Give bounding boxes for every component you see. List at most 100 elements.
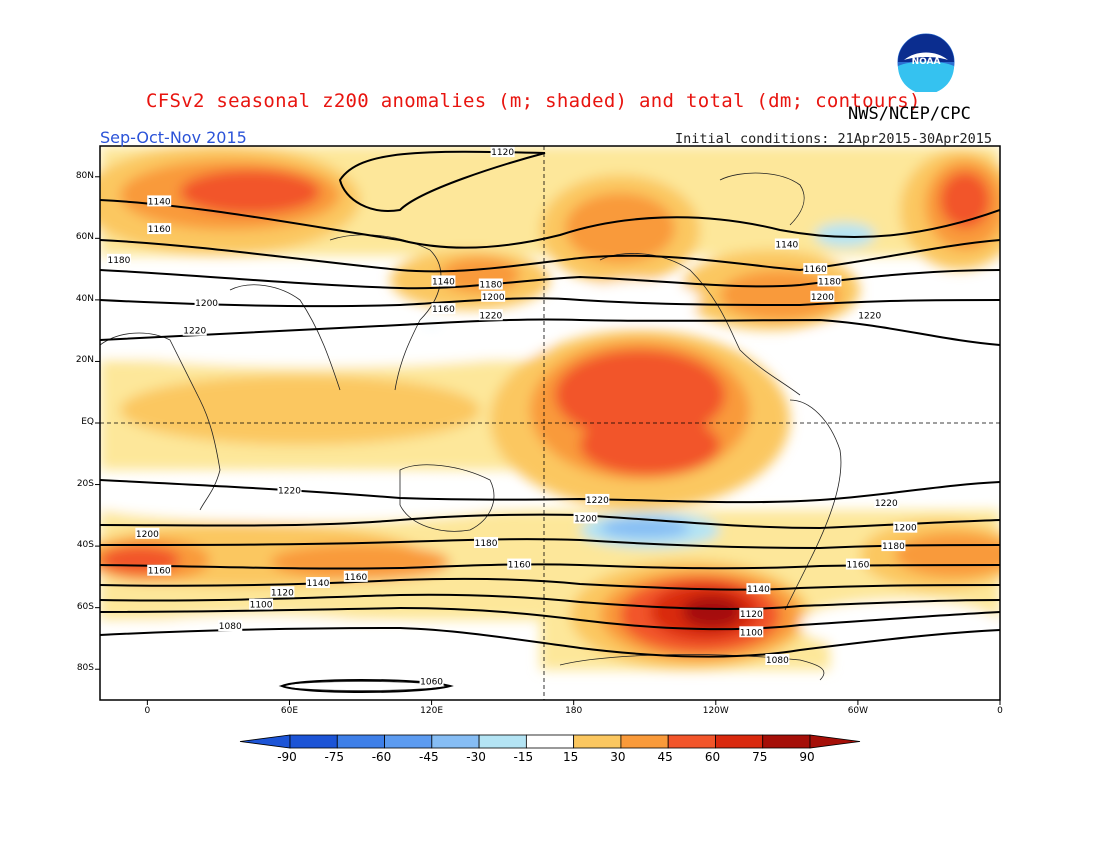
lat-label: 80N <box>75 170 94 181</box>
contour-label: 1200 <box>893 521 918 534</box>
svg-text:1160: 1160 <box>804 265 827 275</box>
svg-text:1220: 1220 <box>875 499 898 509</box>
colorbar-swatch <box>478 734 527 749</box>
colorbar-label: -30 <box>466 750 486 764</box>
contour-label: 1160 <box>147 564 172 577</box>
lat-label: 20N <box>75 355 94 366</box>
svg-text:1140: 1140 <box>148 197 171 207</box>
lat-label: 60N <box>75 232 94 243</box>
contour-1200-north <box>100 297 1000 308</box>
svg-text:1200: 1200 <box>136 530 159 540</box>
svg-text:1200: 1200 <box>894 524 917 534</box>
contour-label: 1060 <box>419 675 444 688</box>
colorbar-label: 75 <box>752 750 768 764</box>
svg-text:1060: 1060 <box>420 678 443 688</box>
colorbar-label: -45 <box>419 750 439 764</box>
contour-label: 1140 <box>147 195 172 207</box>
contour-label: 1220 <box>857 309 882 321</box>
colorbar-swatch <box>289 734 338 749</box>
contour-label: 1200 <box>135 527 160 540</box>
lat-label: 20S <box>76 478 94 489</box>
map-title: CFSv2 seasonal z200 anomalies (m; shaded… <box>146 90 921 112</box>
svg-text:1080: 1080 <box>219 622 242 632</box>
colorbar-swatch <box>762 734 811 749</box>
contour-label: 1200 <box>481 290 506 303</box>
svg-text:1140: 1140 <box>432 277 455 287</box>
svg-text:1180: 1180 <box>818 277 841 287</box>
svg-text:1180: 1180 <box>479 281 502 291</box>
svg-text:1160: 1160 <box>846 561 869 571</box>
svg-text:1220: 1220 <box>183 327 206 337</box>
colorbar-arrow-right <box>809 734 861 749</box>
colorbar-swatch <box>431 734 480 749</box>
svg-text:1200: 1200 <box>811 293 834 303</box>
lat-label: EQ <box>81 417 94 427</box>
contour-label: 1220 <box>478 309 503 321</box>
lon-label: 120W <box>702 706 729 716</box>
contour-label: 1120 <box>739 607 764 620</box>
contour-label: 1100 <box>739 626 764 638</box>
contour-label: 1160 <box>845 558 870 571</box>
contour-label: 1080 <box>218 620 243 632</box>
axis-ticks <box>95 176 1001 705</box>
contour-1060-south <box>279 679 454 693</box>
contour-label: 1220 <box>585 493 610 506</box>
contour-label: 1140 <box>431 275 456 287</box>
contour-label: 1180 <box>478 278 503 291</box>
contour-1080-south <box>100 626 1000 658</box>
colorbar-swatch <box>384 734 433 749</box>
svg-text:1160: 1160 <box>508 561 531 571</box>
contour-1100-south <box>100 606 1000 631</box>
anomaly-shading <box>100 146 1000 670</box>
lon-label: 180 <box>565 706 583 716</box>
contour-1220-north <box>100 318 1000 346</box>
contour-label: 1140 <box>305 577 330 589</box>
contour-label: 1160 <box>147 223 172 235</box>
contour-label: 1080 <box>765 653 790 666</box>
svg-text:1120: 1120 <box>491 148 514 158</box>
contour-1160-north <box>100 239 1000 273</box>
lon-label: 0 <box>144 706 151 716</box>
initial-conditions: Initial conditions: 21Apr2015-30Apr2015 <box>675 131 992 147</box>
svg-text:1120: 1120 <box>740 610 763 620</box>
lon-label: 60E <box>280 706 299 716</box>
svg-text:1160: 1160 <box>344 573 367 583</box>
org-label: NWS/NCEP/CPC <box>848 104 971 124</box>
contour-1120-south <box>100 593 1000 610</box>
svg-text:1200: 1200 <box>195 299 218 309</box>
svg-text:1140: 1140 <box>775 240 798 250</box>
colorbar-swatch <box>667 734 716 749</box>
svg-text:1220: 1220 <box>278 487 301 497</box>
contour-label: 1180 <box>474 537 499 549</box>
svg-text:1220: 1220 <box>586 496 609 506</box>
contour-label: 1220 <box>874 497 899 509</box>
contour-1120-north <box>338 150 546 212</box>
noaa-logo-icon: NOAA <box>896 32 956 92</box>
contour-label: 1120 <box>490 146 515 158</box>
contour-label: 1140 <box>774 238 799 250</box>
contour-label: 1180 <box>817 275 842 287</box>
colorbar-label: -75 <box>324 750 345 764</box>
contour-label: 1180 <box>106 253 131 266</box>
contour-label: 1180 <box>881 540 906 552</box>
contour-label: 1120 <box>270 586 295 598</box>
colorbar-swatch <box>336 734 385 749</box>
lat-label: 60S <box>76 601 94 612</box>
svg-text:1220: 1220 <box>479 311 502 321</box>
contour-1140-north <box>100 199 1000 249</box>
contour-label: 1200 <box>573 512 598 524</box>
svg-text:1120: 1120 <box>271 588 294 598</box>
colorbar-label: -90 <box>277 750 297 764</box>
svg-text:1180: 1180 <box>475 539 498 549</box>
lon-label: 60W <box>847 706 869 716</box>
lat-label: 40N <box>75 293 94 304</box>
colorbar-swatch <box>620 734 669 749</box>
colorbar-swatch <box>525 734 575 749</box>
colorbar-label: 30 <box>610 750 626 764</box>
svg-text:NOAA: NOAA <box>912 57 941 67</box>
lon-label: 120E <box>420 706 444 716</box>
contour-label: 1160 <box>343 570 368 583</box>
svg-text:1180: 1180 <box>107 256 130 266</box>
colorbar <box>239 734 861 749</box>
